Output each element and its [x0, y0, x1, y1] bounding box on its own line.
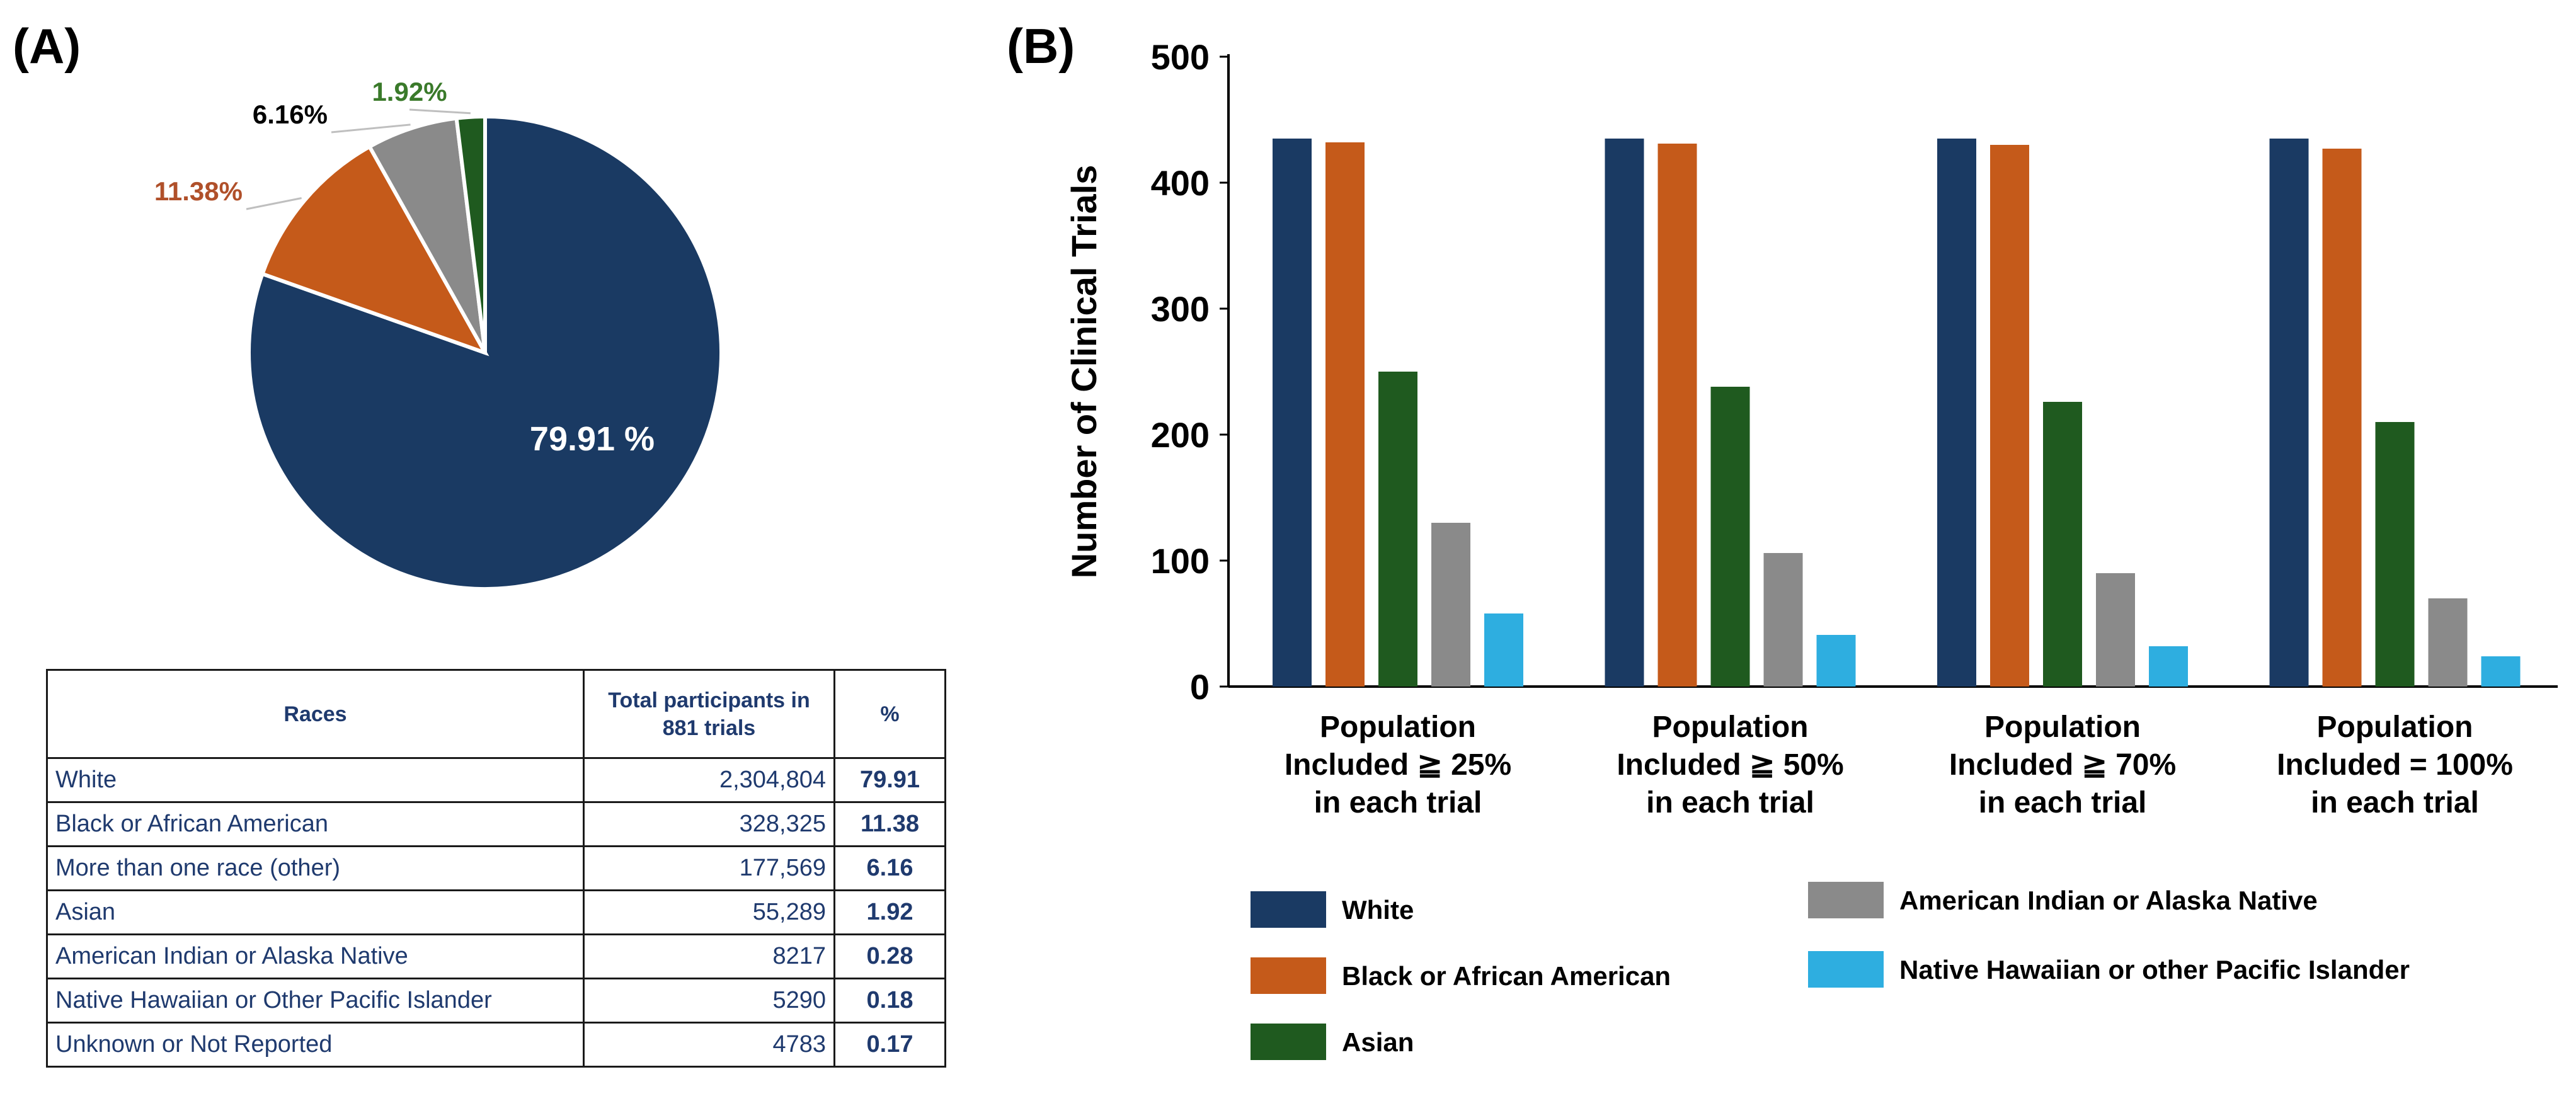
legend-label-american-indian-or-alaska-native: American Indian or Alaska Native [1899, 886, 2318, 915]
table-cell-pct: 0.17 [833, 1022, 946, 1068]
table-header-races: Races [46, 669, 585, 759]
bar-white-group-4 [2269, 139, 2309, 687]
table-cell-pct: 0.18 [833, 978, 946, 1024]
table-cell-total: 328,325 [583, 801, 835, 847]
race-participants-table: Races Total participants in 881 trials %… [46, 669, 946, 1068]
bar-white-group-2 [1605, 139, 1644, 687]
table-row: Asian 55,289 1.92 [46, 889, 946, 935]
table-cell-pct: 6.16 [833, 845, 946, 891]
table-row: Black or African American 328,325 11.38 [46, 801, 946, 847]
table-cell-race: Asian [46, 889, 585, 935]
bar-white-group-1 [1273, 139, 1312, 687]
bar-american-indian-or-alaska-native-group-2 [1763, 553, 1803, 687]
legend-label-black-or-african-american: Black or African American [1342, 961, 1671, 991]
panel-a-label: (A) [13, 18, 81, 74]
table-cell-pct: 11.38 [833, 801, 946, 847]
pie-slice-white [247, 114, 723, 591]
table-cell-race: Black or African American [46, 801, 585, 847]
bar-american-indian-or-alaska-native-group-4 [2428, 598, 2468, 687]
table-row: White 2,304,804 79.91 [46, 757, 946, 803]
pie-label-black-or-african-american: 11.38% [154, 176, 243, 206]
table-cell-total: 177,569 [583, 845, 835, 891]
bar-native-hawaiian-or-other-pacific-islander-group-2 [1816, 635, 1856, 687]
legend-label-white: White [1342, 895, 1414, 925]
x-category-label: Population [1652, 710, 1809, 744]
bar-american-indian-or-alaska-native-group-3 [2096, 573, 2135, 687]
x-category-label: Population [1984, 710, 2141, 744]
bar-black-or-african-american-group-4 [2322, 149, 2362, 687]
bar-native-hawaiian-or-other-pacific-islander-group-4 [2481, 656, 2521, 687]
bar-asian-group-4 [2375, 422, 2415, 687]
table-header-total: Total participants in 881 trials [583, 669, 835, 759]
y-tick-label: 0 [1190, 667, 1210, 707]
bar-asian-group-2 [1710, 387, 1750, 687]
bar-asian-group-3 [2043, 402, 2082, 687]
pie-leader-line [409, 108, 471, 115]
table-row: American Indian or Alaska Native 8217 0.… [46, 933, 946, 979]
x-category-label: in each trial [1646, 786, 1814, 819]
y-tick-label: 400 [1151, 163, 1210, 203]
table-cell-total: 5290 [583, 978, 835, 1024]
table-cell-pct: 79.91 [833, 757, 946, 803]
legend-label-native-hawaiian-or-other-pacific-islander: Native Hawaiian or other Pacific Islande… [1899, 955, 2410, 984]
y-tick-label: 300 [1151, 289, 1210, 329]
table-row: More than one race (other) 177,569 6.16 [46, 845, 946, 891]
legend-swatch-white [1251, 891, 1326, 928]
bar-black-or-african-american-group-3 [1990, 145, 2029, 687]
legend-swatch-native-hawaiian-or-other-pacific-islander [1808, 951, 1884, 988]
table-cell-race: American Indian or Alaska Native [46, 933, 585, 979]
x-category-label: in each trial [1979, 786, 2147, 819]
table-cell-total: 8217 [583, 933, 835, 979]
table-row: Native Hawaiian or Other Pacific Islande… [46, 978, 946, 1024]
bar-black-or-african-american-group-2 [1657, 144, 1697, 687]
table-header-row: Races Total participants in 881 trials % [46, 669, 946, 759]
table-row: Unknown or Not Reported 4783 0.17 [46, 1022, 946, 1068]
pie-leader-line [246, 197, 302, 210]
table-cell-race: Native Hawaiian or Other Pacific Islande… [46, 978, 585, 1024]
x-category-label: in each trial [2311, 786, 2479, 819]
table-cell-race: Unknown or Not Reported [46, 1022, 585, 1068]
table-cell-pct: 1.92 [833, 889, 946, 935]
bar-american-indian-or-alaska-native-group-1 [1431, 523, 1470, 687]
pie-leader-line [331, 123, 411, 134]
table-cell-total: 55,289 [583, 889, 835, 935]
panel-b-label: (B) [1007, 18, 1075, 74]
legend-label-asian: Asian [1342, 1027, 1414, 1057]
table-cell-total: 4783 [583, 1022, 835, 1068]
bar-native-hawaiian-or-other-pacific-islander-group-3 [2149, 646, 2188, 687]
legend-swatch-american-indian-or-alaska-native [1808, 882, 1884, 918]
pie-chart: 79.91 % 11.38% 6.16% 1.92% [154, 77, 723, 591]
legend-swatch-black-or-african-american [1251, 957, 1326, 994]
table-cell-race: White [46, 757, 585, 803]
bar-asian-group-1 [1378, 372, 1417, 687]
pie-slice-asian [454, 114, 487, 353]
pie-label-more-than-one-race-other: 6.16% [253, 100, 328, 129]
x-category-label: Included ≧ 70% [1949, 748, 2176, 782]
table-cell-race: More than one race (other) [46, 845, 585, 891]
legend-swatch-asian [1251, 1024, 1326, 1060]
x-category-label: in each trial [1314, 786, 1482, 819]
pie-slice-more-than-one-race-other [367, 116, 487, 354]
x-category-label: Population [1320, 710, 1476, 744]
bar-black-or-african-american-group-1 [1325, 142, 1365, 687]
y-axis-title: Number of Clinical Trials [1064, 165, 1104, 579]
pie-label-asian: 1.92% [372, 77, 447, 106]
pie-label-white: 79.91 % [530, 420, 655, 458]
table-header-pct: % [833, 669, 946, 759]
x-category-label: Included = 100% [2277, 748, 2513, 782]
y-tick-label: 100 [1151, 541, 1210, 581]
table-cell-pct: 0.28 [833, 933, 946, 979]
x-category-label: Population [2317, 710, 2473, 744]
pie-slice-black-or-african-american [260, 144, 489, 357]
x-category-label: Included ≧ 50% [1617, 748, 1843, 782]
bar-white-group-3 [1937, 139, 1976, 687]
x-category-label: Included ≧ 25% [1285, 748, 1511, 782]
bar-native-hawaiian-or-other-pacific-islander-group-1 [1484, 613, 1523, 687]
y-tick-label: 500 [1151, 37, 1210, 77]
y-tick-label: 200 [1151, 415, 1210, 455]
table-cell-total: 2,304,804 [583, 757, 835, 803]
